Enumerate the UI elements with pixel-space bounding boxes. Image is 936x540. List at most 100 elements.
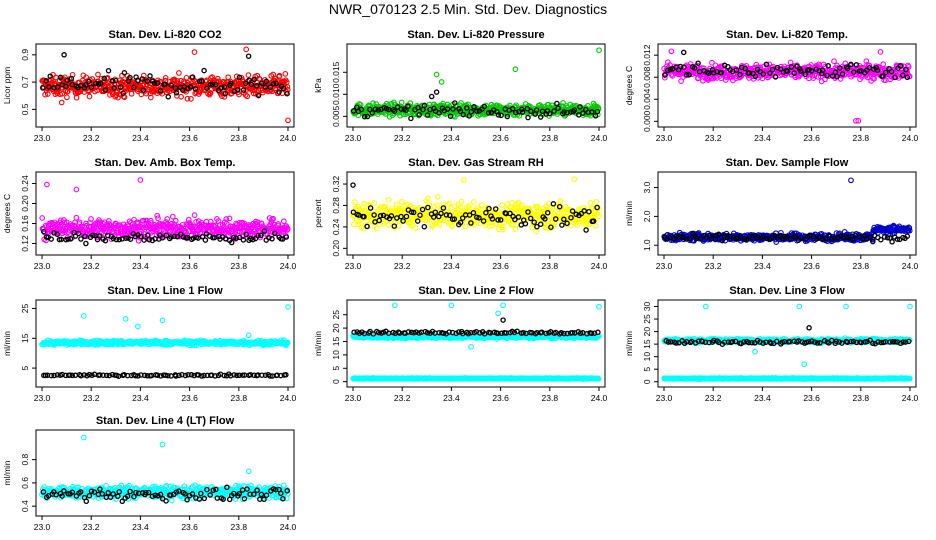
data-point-outlier bbox=[848, 177, 854, 184]
x-tick-label: 23.0 bbox=[34, 393, 51, 403]
x-tick-label: 23.6 bbox=[492, 393, 509, 403]
y-tick-label: 0.004 bbox=[642, 88, 652, 110]
data-point bbox=[168, 373, 174, 379]
data-point bbox=[202, 237, 209, 243]
data-point-outlier bbox=[668, 48, 675, 55]
data-point bbox=[240, 87, 247, 93]
data-point bbox=[825, 63, 831, 69]
data-point-outlier bbox=[680, 49, 687, 56]
data-point bbox=[236, 91, 242, 98]
data-point bbox=[471, 199, 477, 205]
data-point bbox=[201, 67, 207, 74]
y-axis-label: kPa bbox=[313, 78, 323, 93]
x-tick-label: 23.0 bbox=[345, 133, 362, 143]
data-point bbox=[43, 78, 49, 84]
data-point bbox=[88, 84, 95, 90]
panel-title: Stan. Dev. Gas Stream RH bbox=[408, 157, 544, 169]
data-point-outlier bbox=[596, 303, 602, 310]
x-tick-label: 23.0 bbox=[34, 261, 51, 271]
data-point bbox=[458, 100, 464, 106]
data-point bbox=[228, 80, 234, 87]
data-point bbox=[64, 88, 71, 95]
data-point bbox=[168, 82, 175, 88]
data-point bbox=[135, 78, 141, 84]
y-tick-label: 0.16 bbox=[20, 215, 30, 232]
x-tick-label: 23.6 bbox=[181, 261, 198, 271]
x-tick-label: 23.2 bbox=[705, 133, 722, 143]
data-point bbox=[246, 77, 252, 83]
x-tick-label: 23.2 bbox=[705, 261, 722, 271]
data-point bbox=[281, 78, 288, 85]
y-axis-label: ml/min bbox=[313, 331, 323, 356]
data-point bbox=[154, 80, 161, 86]
data-point bbox=[504, 201, 511, 207]
x-tick-label: 23.8 bbox=[542, 261, 559, 271]
data-point bbox=[140, 87, 146, 93]
data-point-outlier bbox=[460, 176, 467, 183]
data-point bbox=[98, 80, 104, 87]
data-point bbox=[192, 86, 199, 92]
x-tick-label: 23.8 bbox=[542, 393, 559, 403]
x-tick-label: 23.4 bbox=[132, 133, 149, 143]
data-point bbox=[214, 75, 221, 82]
data-point bbox=[162, 75, 169, 81]
data-point-outlier bbox=[433, 71, 440, 78]
panel-title: Stan. Dev. Li-820 Pressure bbox=[407, 29, 544, 41]
x-tick-label: 23.2 bbox=[394, 261, 411, 271]
data-point bbox=[364, 223, 370, 230]
data-point bbox=[218, 85, 225, 91]
data-point bbox=[147, 94, 154, 101]
data-point bbox=[117, 84, 124, 90]
data-point bbox=[86, 78, 92, 85]
data-point bbox=[525, 114, 531, 121]
x-tick-label: 24.0 bbox=[591, 393, 608, 403]
data-point-outlier bbox=[80, 313, 87, 319]
y-tick-label: 0.12 bbox=[20, 235, 30, 252]
data-point bbox=[105, 67, 112, 74]
panel-title: Stan. Dev. Line 2 Flow bbox=[418, 285, 534, 297]
x-tick-label: 23.4 bbox=[443, 261, 460, 271]
data-point bbox=[587, 199, 594, 206]
data-point bbox=[151, 80, 158, 86]
data-point bbox=[550, 201, 557, 207]
x-tick-label: 23.2 bbox=[83, 393, 100, 403]
data-point bbox=[209, 81, 216, 88]
data-point bbox=[102, 83, 109, 90]
data-point bbox=[145, 232, 151, 239]
data-point bbox=[68, 75, 75, 82]
y-tick-label: 1.0 bbox=[642, 239, 652, 251]
x-tick-label: 23.8 bbox=[542, 133, 559, 143]
data-point-outlier bbox=[245, 332, 252, 339]
y-tick-label: 0.5 bbox=[20, 103, 30, 115]
y-tick-label: 0.000 bbox=[642, 110, 652, 132]
data-point bbox=[173, 90, 180, 96]
data-point bbox=[848, 61, 854, 68]
plot-frame bbox=[35, 171, 295, 256]
x-tick-label: 23.8 bbox=[231, 133, 248, 143]
data-point bbox=[141, 237, 147, 243]
data-point-outlier bbox=[135, 323, 141, 330]
y-tick-label: 0.20 bbox=[20, 195, 30, 212]
data-point bbox=[93, 80, 99, 87]
data-point bbox=[165, 94, 172, 100]
data-point bbox=[499, 202, 506, 208]
y-axis-label: degrees C bbox=[624, 66, 634, 105]
data-point-outlier bbox=[243, 46, 250, 53]
data-point-outlier bbox=[350, 182, 356, 188]
panel-title: Stan. Dev. Sample Flow bbox=[726, 157, 849, 169]
data-point bbox=[78, 236, 84, 242]
data-point bbox=[280, 85, 287, 92]
data-point bbox=[831, 58, 837, 65]
data-point bbox=[131, 84, 137, 91]
y-tick-label: 20 bbox=[331, 323, 341, 333]
data-point-outlier bbox=[495, 310, 501, 317]
y-axis-label: degrees C bbox=[2, 194, 12, 233]
data-point bbox=[594, 204, 600, 211]
data-point bbox=[236, 74, 243, 81]
data-point bbox=[234, 86, 241, 93]
y-axis-label: ml/min bbox=[2, 331, 12, 356]
data-point bbox=[371, 200, 377, 206]
data-point bbox=[128, 90, 135, 97]
x-tick-label: 24.0 bbox=[280, 261, 297, 271]
data-point bbox=[59, 90, 66, 97]
